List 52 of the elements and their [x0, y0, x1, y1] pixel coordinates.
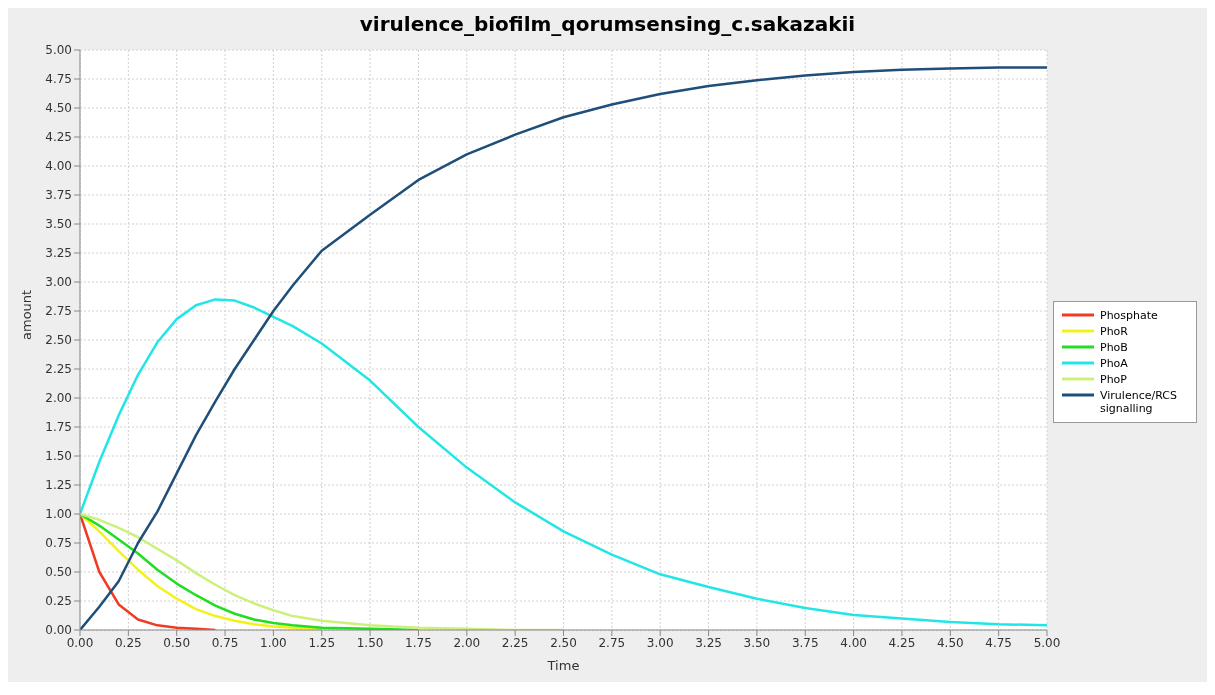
x-tick-label: 1.25	[308, 635, 336, 650]
legend-label: Virulence/RCS signalling	[1100, 389, 1178, 415]
chart-title: virulence_biofilm_qorumsensing_c.sakazakii	[358, 11, 857, 38]
y-tick-label: 4.25	[45, 130, 72, 145]
y-tick-label: 0.50	[45, 565, 72, 580]
x-tick-label: 0.00	[66, 635, 94, 650]
x-tick-label: 1.50	[356, 635, 384, 650]
x-tick-label: 0.25	[114, 635, 142, 650]
y-tick-label: 3.50	[45, 217, 72, 232]
y-tick-label: 0.25	[45, 594, 72, 609]
legend-label: PhoR	[1100, 325, 1128, 338]
x-tick-label: 4.75	[985, 635, 1013, 650]
legend-label: PhoA	[1100, 357, 1128, 370]
legend-label: PhoB	[1100, 341, 1128, 354]
x-tick-label: 0.50	[163, 635, 191, 650]
line-series	[80, 298, 1047, 627]
y-tick-label: 1.75	[45, 420, 72, 435]
x-axis-title: Time	[546, 658, 580, 673]
y-tick-label: 2.50	[45, 333, 72, 348]
y-tick-label: 0.75	[45, 536, 72, 551]
y-tick-label: 3.00	[45, 275, 72, 290]
x-tick-label: 5.00	[1033, 635, 1061, 650]
legend-label: Phosphate	[1100, 309, 1158, 322]
y-tick-label: 3.25	[45, 246, 72, 261]
x-tick-label: 0.75	[211, 635, 239, 650]
y-tick-label: 5.00	[45, 43, 72, 58]
y-tick-label: 2.25	[45, 362, 72, 377]
x-tick-label: 4.25	[888, 635, 916, 650]
x-tick-label: 2.00	[453, 635, 481, 650]
x-tick-label: 1.00	[260, 635, 287, 650]
y-axis-title: amount	[18, 289, 34, 340]
y-tick-label: 1.50	[45, 449, 72, 464]
y-tick-label: 4.75	[45, 72, 72, 87]
x-tick-label: 4.00	[840, 635, 867, 650]
x-tick-label: 2.50	[550, 635, 577, 650]
x-tick-label: 2.25	[501, 635, 529, 650]
legend-label: PhoP	[1100, 373, 1127, 386]
x-tick-label: 1.75	[405, 635, 432, 650]
x-tick-label: 3.25	[695, 635, 722, 650]
x-tick-label: 3.75	[791, 635, 819, 650]
x-tick-label: 2.75	[598, 635, 626, 650]
x-tick-label: 3.50	[743, 635, 771, 650]
y-tick-label: 3.75	[45, 188, 72, 203]
y-tick-label: 0.00	[45, 623, 72, 638]
x-tick-label: 4.50	[936, 635, 964, 650]
x-tick-label: 3.00	[646, 635, 674, 650]
y-tick-label: 4.50	[45, 101, 72, 116]
y-tick-label: 2.75	[45, 304, 72, 319]
y-tick-label: 1.25	[45, 478, 72, 493]
y-tick-label: 1.00	[45, 507, 72, 522]
y-tick-label: 4.00	[45, 159, 72, 174]
y-tick-label: 2.00	[45, 391, 72, 406]
